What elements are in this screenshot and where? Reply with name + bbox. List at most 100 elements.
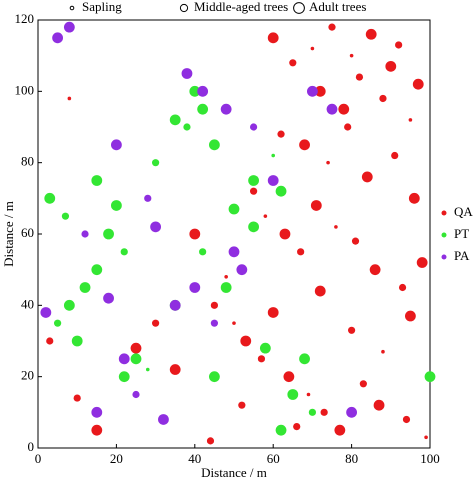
tree-point bbox=[314, 85, 326, 97]
tree-point bbox=[111, 200, 122, 211]
y-tick-label: 80 bbox=[21, 154, 34, 169]
tree-point bbox=[381, 349, 385, 354]
tree-point bbox=[289, 59, 297, 67]
tree-point bbox=[44, 192, 56, 204]
tree-point bbox=[118, 371, 130, 383]
tree-point bbox=[144, 194, 152, 202]
tree-point bbox=[71, 335, 83, 347]
tree-point bbox=[326, 103, 338, 115]
legend-marker bbox=[441, 232, 447, 238]
tree-point bbox=[197, 103, 209, 115]
tree-point bbox=[328, 23, 336, 31]
tree-point bbox=[310, 200, 322, 211]
tree-point bbox=[183, 123, 191, 131]
tree-point bbox=[91, 406, 103, 418]
tree-point bbox=[250, 187, 258, 195]
tree-point bbox=[320, 408, 328, 416]
tree-point bbox=[248, 221, 259, 233]
legend-marker bbox=[441, 254, 447, 260]
x-tick-label: 60 bbox=[267, 451, 280, 466]
tree-point bbox=[169, 299, 181, 311]
tree-point bbox=[326, 160, 330, 165]
tree-point bbox=[73, 394, 81, 402]
tree-point bbox=[349, 53, 354, 58]
x-tick-label: 80 bbox=[345, 451, 358, 466]
tree-point bbox=[379, 94, 387, 103]
tree-point bbox=[111, 139, 122, 151]
tree-point bbox=[416, 257, 428, 268]
tree-point bbox=[181, 68, 193, 79]
tree-point bbox=[306, 392, 311, 397]
tree-point bbox=[210, 319, 218, 327]
tree-point bbox=[91, 424, 103, 436]
tree-point bbox=[209, 371, 220, 383]
tree-point bbox=[63, 21, 75, 33]
tree-point bbox=[307, 85, 318, 97]
tree-point bbox=[424, 435, 428, 440]
tree-point bbox=[248, 175, 259, 186]
tree-point bbox=[293, 423, 301, 431]
y-tick-label: 100 bbox=[15, 82, 35, 97]
tree-point bbox=[79, 282, 91, 293]
x-tick-label: 40 bbox=[188, 451, 201, 466]
tree-point bbox=[408, 118, 413, 122]
tree-point bbox=[206, 437, 215, 445]
tree-point bbox=[385, 60, 397, 72]
tree-point bbox=[299, 353, 310, 365]
legend-label: PT bbox=[454, 226, 469, 241]
legend-label: PA bbox=[454, 248, 470, 263]
tree-point bbox=[54, 319, 62, 327]
tree-point bbox=[189, 282, 201, 293]
tree-point bbox=[91, 264, 103, 276]
tree-point bbox=[259, 342, 271, 354]
tree-point bbox=[158, 414, 169, 425]
tree-point bbox=[130, 353, 142, 365]
tree-point bbox=[334, 225, 338, 229]
tree-point bbox=[209, 139, 220, 151]
tree-point bbox=[351, 237, 360, 245]
tree-point bbox=[91, 175, 103, 186]
tree-point bbox=[169, 114, 181, 126]
tree-point bbox=[344, 123, 352, 131]
tree-point bbox=[220, 103, 232, 115]
y-tick-label: 40 bbox=[21, 296, 34, 311]
x-tick-label: 20 bbox=[110, 451, 123, 466]
tree-point bbox=[275, 185, 287, 197]
x-tick-label: 0 bbox=[35, 451, 42, 466]
tree-point bbox=[118, 353, 130, 365]
tree-point bbox=[228, 203, 240, 215]
y-tick-label: 120 bbox=[15, 11, 35, 26]
tree-point bbox=[152, 159, 160, 167]
tree-point bbox=[359, 380, 367, 388]
tree-point bbox=[361, 171, 373, 183]
tree-point bbox=[61, 212, 70, 220]
x-tick-label: 100 bbox=[420, 451, 440, 466]
legend-marker bbox=[441, 210, 447, 216]
tree-point bbox=[263, 214, 268, 218]
tree-point bbox=[412, 78, 424, 90]
tree-point bbox=[224, 275, 228, 279]
plot-frame bbox=[37, 19, 431, 449]
tree-point bbox=[228, 246, 240, 258]
tree-point bbox=[103, 228, 114, 240]
tree-point bbox=[52, 32, 63, 44]
tree-point bbox=[232, 321, 236, 325]
tree-point bbox=[405, 310, 416, 322]
tree-point bbox=[267, 307, 279, 318]
tree-point bbox=[355, 73, 364, 81]
size-legend-label: Adult trees bbox=[309, 0, 366, 14]
tree-point bbox=[310, 46, 315, 51]
tree-point bbox=[132, 390, 140, 399]
tree-point bbox=[46, 337, 54, 345]
tree-point bbox=[297, 248, 305, 256]
size-legend-label: Sapling bbox=[82, 0, 122, 14]
y-tick-label: 0 bbox=[28, 439, 35, 454]
size-legend-marker bbox=[179, 3, 189, 13]
tree-point bbox=[81, 230, 89, 238]
tree-point bbox=[277, 130, 285, 138]
tree-point bbox=[365, 28, 377, 40]
tree-point bbox=[236, 264, 248, 276]
tree-point bbox=[348, 326, 356, 334]
tree-point bbox=[275, 424, 287, 436]
